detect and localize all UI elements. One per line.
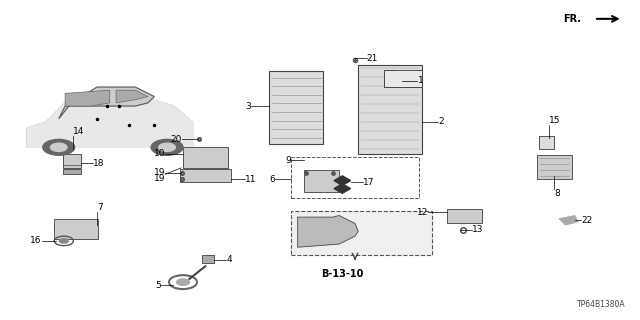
Polygon shape xyxy=(27,97,193,147)
Circle shape xyxy=(151,140,183,155)
Polygon shape xyxy=(65,90,109,106)
Text: 11: 11 xyxy=(245,174,256,184)
Text: 15: 15 xyxy=(549,116,561,125)
Text: 10: 10 xyxy=(154,149,165,158)
Text: 6: 6 xyxy=(269,174,275,184)
Text: 19: 19 xyxy=(154,168,165,177)
Polygon shape xyxy=(559,215,578,225)
Polygon shape xyxy=(334,176,351,185)
Text: 12: 12 xyxy=(417,208,428,217)
Circle shape xyxy=(60,239,68,243)
Bar xyxy=(183,147,228,168)
Bar xyxy=(304,170,339,192)
Bar xyxy=(384,69,422,87)
Bar xyxy=(180,169,231,182)
Bar xyxy=(447,209,483,223)
Text: 16: 16 xyxy=(30,236,42,245)
Text: 18: 18 xyxy=(93,159,104,168)
Bar xyxy=(291,157,419,198)
Bar xyxy=(63,169,81,174)
Text: 20: 20 xyxy=(170,135,182,144)
Text: FR.: FR. xyxy=(563,14,581,24)
Polygon shape xyxy=(116,90,148,103)
Text: 2: 2 xyxy=(438,117,444,126)
Text: 13: 13 xyxy=(472,225,483,234)
Text: TP64B1380A: TP64B1380A xyxy=(577,300,626,309)
Bar xyxy=(202,255,214,263)
Text: 4: 4 xyxy=(227,255,232,264)
Polygon shape xyxy=(59,87,154,119)
Text: 21: 21 xyxy=(367,54,378,63)
Text: 5: 5 xyxy=(155,281,161,290)
Text: 1: 1 xyxy=(417,76,423,85)
Bar xyxy=(269,71,323,144)
Text: 8: 8 xyxy=(554,188,560,197)
Polygon shape xyxy=(334,184,351,193)
Text: 19: 19 xyxy=(154,174,165,183)
Bar xyxy=(539,136,554,149)
Text: B-13-10: B-13-10 xyxy=(321,269,364,279)
Circle shape xyxy=(159,143,175,151)
Text: 22: 22 xyxy=(581,216,593,225)
Text: 3: 3 xyxy=(245,101,251,111)
Text: 9: 9 xyxy=(285,156,291,164)
Polygon shape xyxy=(298,215,358,247)
Text: 17: 17 xyxy=(364,178,375,187)
Bar xyxy=(54,219,99,239)
Bar xyxy=(63,154,81,168)
Text: 7: 7 xyxy=(97,203,103,212)
Bar xyxy=(358,65,422,154)
Bar xyxy=(537,155,572,179)
Bar xyxy=(291,211,431,255)
Circle shape xyxy=(177,279,189,285)
Text: 14: 14 xyxy=(74,127,84,136)
Circle shape xyxy=(51,143,67,151)
Circle shape xyxy=(43,140,75,155)
